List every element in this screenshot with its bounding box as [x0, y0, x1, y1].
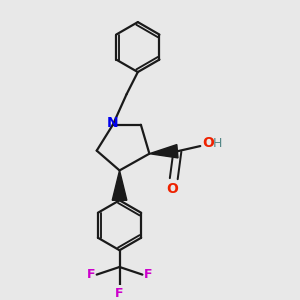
Text: F: F	[115, 287, 124, 300]
Text: O: O	[202, 136, 214, 150]
Text: N: N	[107, 116, 119, 130]
Text: F: F	[87, 268, 95, 281]
Polygon shape	[149, 145, 178, 158]
Text: F: F	[144, 268, 152, 281]
Text: H: H	[213, 136, 222, 149]
Polygon shape	[112, 170, 127, 200]
Text: O: O	[166, 182, 178, 196]
